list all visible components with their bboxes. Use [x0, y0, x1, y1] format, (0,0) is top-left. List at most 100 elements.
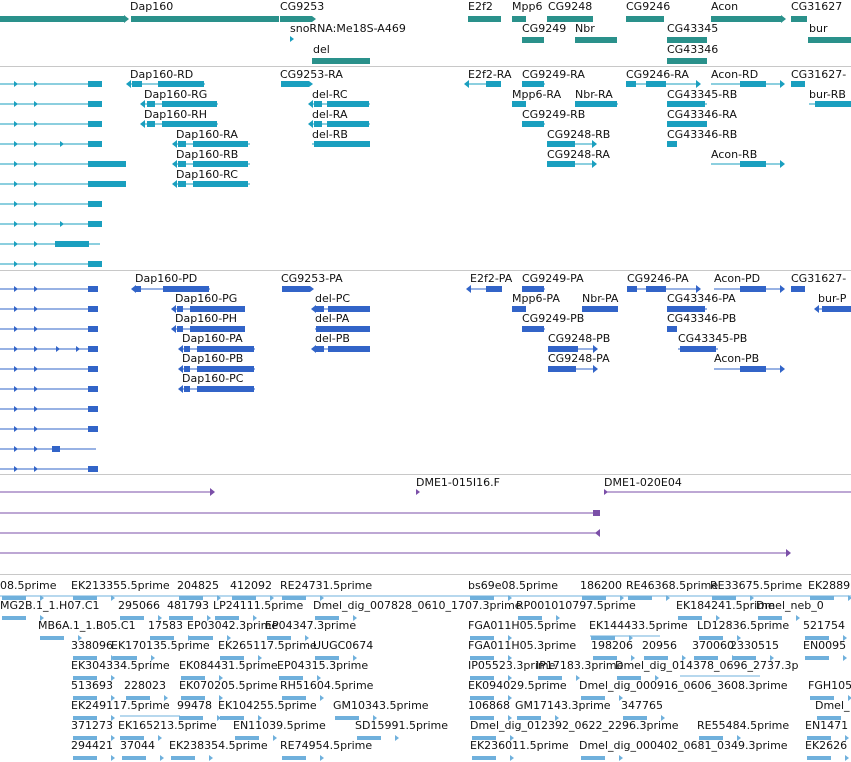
exon-block[interactable] [522, 81, 544, 87]
gene-block[interactable] [711, 16, 781, 22]
exon-block[interactable] [162, 101, 217, 107]
feature-label-521754[interactable]: 521754 [803, 619, 845, 632]
gene-block[interactable] [0, 16, 124, 22]
feature-label-186200[interactable]: 186200 [580, 579, 622, 592]
est-block[interactable] [282, 756, 306, 760]
exon-block[interactable] [282, 286, 310, 292]
feature-label-cg31627[interactable]: CG31627- [791, 272, 847, 285]
gene-block[interactable] [131, 16, 279, 22]
est-block[interactable] [732, 656, 756, 660]
est-block[interactable] [282, 596, 306, 600]
feature-label-dap160-pb[interactable]: Dap160-PB [182, 352, 244, 365]
est-block[interactable] [593, 656, 617, 660]
feature-label-ek2889[interactable]: EK2889 [808, 579, 851, 592]
est-block[interactable] [472, 736, 496, 740]
feature-label-dap160-pc[interactable]: Dap160-PC [182, 372, 244, 385]
feature-label-e2f2-pa[interactable]: E2f2-PA [470, 272, 513, 285]
feature-label-fga011h05-3prime[interactable]: FGA011H05.3prime [468, 639, 577, 652]
feature-label-e2f2-ra[interactable]: E2f2-RA [468, 68, 512, 81]
est-block[interactable] [817, 716, 841, 720]
feature-label-ep03042-3prime[interactable]: EP03042.3prime [187, 619, 279, 632]
feature-label-204825[interactable]: 204825 [177, 579, 219, 592]
feature-label-sd15991-5prime[interactable]: SD15991.5prime [355, 719, 448, 732]
est-block[interactable] [810, 696, 834, 700]
est-block[interactable] [232, 596, 256, 600]
exon-block[interactable] [626, 81, 636, 87]
exon-block[interactable] [178, 161, 186, 167]
est-block[interactable] [220, 656, 244, 660]
exon-block[interactable] [132, 81, 142, 87]
exon-block[interactable] [327, 121, 369, 127]
exon-block[interactable] [316, 326, 370, 332]
feature-label-dap160-ra[interactable]: Dap160-RA [176, 128, 238, 141]
gene-block[interactable] [667, 37, 707, 43]
feature-label-fgh105[interactable]: FGH105 [808, 679, 851, 692]
feature-label-del[interactable]: del [313, 43, 330, 56]
exon-block[interactable] [88, 466, 98, 472]
feature-label-nbr-pa[interactable]: Nbr-PA [582, 292, 619, 305]
est-block[interactable] [335, 716, 359, 720]
feature-label-ep04315-3prime[interactable]: EP04315.3prime [277, 659, 369, 672]
feature-label-dme1-020e04[interactable]: DME1-020E04 [604, 476, 682, 489]
feature-label-nbr-ra[interactable]: Nbr-RA [575, 88, 613, 101]
exon-block[interactable] [88, 406, 98, 412]
est-block[interactable] [470, 716, 494, 720]
est-block[interactable] [2, 616, 26, 620]
est-block[interactable] [282, 696, 306, 700]
est-block[interactable] [470, 696, 494, 700]
gene-block[interactable] [312, 58, 370, 64]
feature-label-snorna-me18s-a469[interactable]: snoRNA:Me18S-A469 [290, 22, 406, 35]
exon-block[interactable] [667, 121, 707, 127]
est-block[interactable] [517, 716, 541, 720]
est-block[interactable] [712, 596, 736, 600]
est-block[interactable] [179, 596, 203, 600]
exon-block[interactable] [548, 346, 578, 352]
feature-label-294421[interactable]: 294421 [71, 739, 113, 752]
exon-block[interactable] [88, 386, 98, 392]
exon-block[interactable] [327, 101, 369, 107]
exon-block[interactable] [88, 366, 98, 372]
exon-block[interactable] [88, 121, 102, 127]
feature-label-cg9253-pa[interactable]: CG9253-PA [281, 272, 343, 285]
feature-label-ep04347-3prime[interactable]: EP04347.3prime [265, 619, 357, 632]
feature-label-ek2626[interactable]: EK2626 [805, 739, 848, 752]
exon-block[interactable] [197, 366, 254, 372]
feature-label-cg9248-pb[interactable]: CG9248-PB [548, 332, 611, 345]
feature-label-mpp6-pa[interactable]: Mpp6-PA [512, 292, 560, 305]
feature-label-cg9248-ra[interactable]: CG9248-RA [547, 148, 610, 161]
gene-block[interactable] [626, 16, 664, 22]
feature-label-ld12836-5prime[interactable]: LD12836.5prime [697, 619, 790, 632]
feature-label-ip05523-3prime[interactable]: IP05523.3prime [468, 659, 556, 672]
est-block[interactable] [181, 696, 205, 700]
exon-block[interactable] [328, 346, 370, 352]
gene-block[interactable] [512, 16, 526, 22]
feature-label-dap160-ph[interactable]: Dap160-PH [175, 312, 238, 325]
feature-label-dmel-dig-014378-0696-2737-3p[interactable]: Dmel_dig_014378_0696_2737.3p [615, 659, 799, 672]
est-block[interactable] [2, 596, 26, 600]
exon-block[interactable] [178, 141, 186, 147]
exon-block[interactable] [197, 386, 254, 392]
est-block[interactable] [699, 736, 723, 740]
exon-block[interactable] [88, 201, 102, 207]
feature-label-e2f2[interactable]: E2f2 [468, 0, 493, 13]
est-block[interactable] [171, 756, 195, 760]
feature-label-ek094029-5prime[interactable]: EK094029.5prime [468, 679, 567, 692]
exon-block[interactable] [88, 141, 102, 147]
est-block[interactable] [582, 596, 606, 600]
feature-label-re24731-5prime[interactable]: RE24731.5prime [280, 579, 373, 592]
feature-label-dmel[interactable]: Dmel_ [815, 699, 850, 712]
exon-block[interactable] [193, 141, 248, 147]
feature-label-cg9249[interactable]: CG9249 [522, 22, 567, 35]
exon-block[interactable] [667, 306, 705, 312]
feature-label-338096[interactable]: 338096 [71, 639, 113, 652]
est-block[interactable] [694, 656, 718, 660]
feature-label-347765[interactable]: 347765 [621, 699, 663, 712]
feature-label-412092[interactable]: 412092 [230, 579, 272, 592]
exon-block[interactable] [52, 446, 60, 452]
est-block[interactable] [215, 616, 239, 620]
feature-label-rh51604-5prime[interactable]: RH51604.5prime [280, 679, 374, 692]
exon-block[interactable] [822, 306, 851, 312]
feature-label-mpp6[interactable]: Mpp6 [512, 0, 543, 13]
exon-block[interactable] [740, 81, 766, 87]
est-block[interactable] [181, 676, 205, 680]
